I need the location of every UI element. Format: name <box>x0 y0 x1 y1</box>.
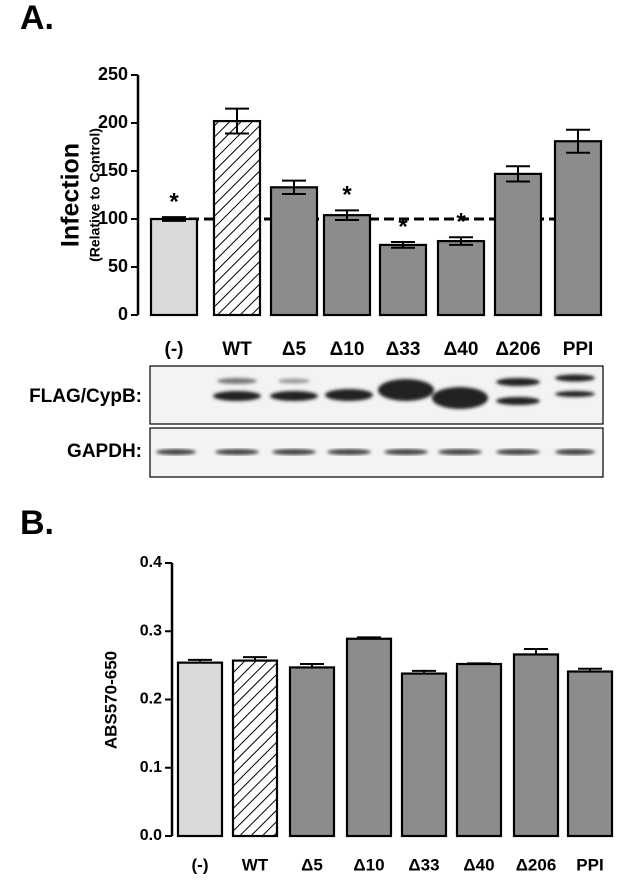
bar <box>231 659 279 838</box>
x-tick-label: PPI <box>576 855 603 874</box>
y-tick-label: 150 <box>98 160 128 180</box>
bar <box>176 661 224 838</box>
x-tick-label: Δ40 <box>444 339 479 360</box>
blot-label: FLAG/CypB: <box>29 386 142 407</box>
bar <box>400 672 448 838</box>
x-tick-label: Δ206 <box>495 339 540 360</box>
x-tick-label: Δ5 <box>282 339 307 360</box>
y-tick-label: 0.2 <box>140 691 162 708</box>
x-tick-label: (-) <box>192 855 209 874</box>
x-tick-label: Δ33 <box>386 339 421 360</box>
x-tick-label: Δ33 <box>408 855 439 874</box>
significance-marker: * <box>456 209 466 236</box>
x-tick-label: Δ5 <box>301 855 323 874</box>
x-tick-label: (-) <box>165 339 184 360</box>
y-tick-label: 0.0 <box>140 827 162 844</box>
bar <box>322 214 372 317</box>
x-tick-label: Δ10 <box>330 339 365 360</box>
bar <box>378 243 428 317</box>
x-tick-label: PPI <box>563 339 594 360</box>
bar <box>149 217 199 317</box>
bar <box>288 666 336 838</box>
significance-marker: * <box>169 188 179 215</box>
bar <box>455 662 503 838</box>
y-axis-label: ABS570-650 <box>101 651 120 749</box>
y-tick-label: 0.1 <box>140 759 162 776</box>
blot-panel: FLAG/CypB: GAPDH: <box>29 365 604 478</box>
bar <box>512 653 560 838</box>
bar <box>436 239 486 317</box>
y-tick-label: 50 <box>108 256 128 276</box>
bar <box>566 670 614 838</box>
y-tick-label: 0 <box>118 304 128 324</box>
panel-label: A. <box>20 0 54 37</box>
x-tick-label: WT <box>242 855 269 874</box>
y-tick-label: 100 <box>98 208 128 228</box>
y-tick-label: 0.3 <box>140 622 162 639</box>
y-tick-label: 200 <box>98 112 128 132</box>
x-tick-label: WT <box>222 339 252 360</box>
significance-marker: * <box>342 182 352 209</box>
panel-label: B. <box>20 504 54 542</box>
significance-marker: * <box>398 213 408 240</box>
blot-label: GAPDH: <box>67 441 142 462</box>
bar <box>212 119 262 317</box>
bar <box>269 186 319 317</box>
x-tick-label: Δ10 <box>353 855 384 874</box>
y-tick-label: 0.4 <box>140 554 162 571</box>
y-tick-label: 250 <box>98 64 128 84</box>
bar <box>345 637 393 838</box>
x-tick-label: Δ206 <box>516 855 557 874</box>
bar <box>553 140 603 317</box>
y-axis-sublabel: (Relative to Control) <box>87 128 103 262</box>
bar <box>493 172 543 317</box>
y-axis-label: Infection <box>57 143 85 247</box>
x-tick-label: Δ40 <box>463 855 494 874</box>
